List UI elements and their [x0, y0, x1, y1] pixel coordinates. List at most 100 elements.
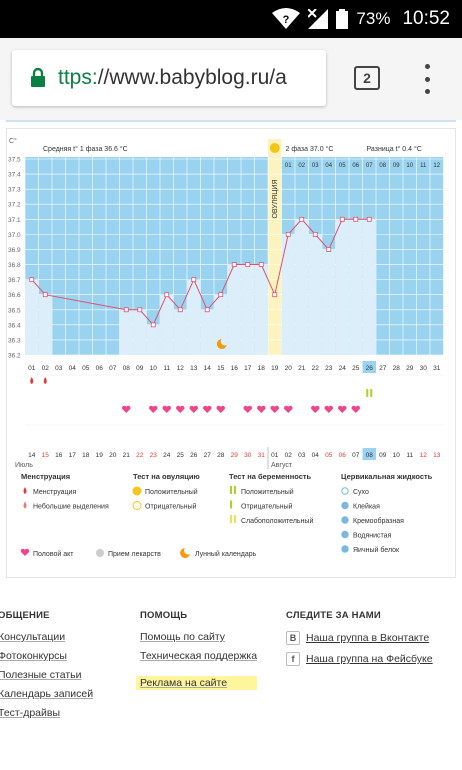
address-bar[interactable]: ttps://www.babyblog.ru/a	[12, 50, 326, 106]
temp-point	[339, 216, 345, 222]
cycle-day-label: 25	[352, 365, 360, 372]
heart-icon	[176, 405, 185, 413]
date-label: 23	[150, 452, 158, 459]
cycle-day-label: 12	[177, 365, 185, 372]
footer-link[interactable]: Тест-драйвы	[0, 707, 61, 719]
cycle-day-label: 03	[55, 365, 63, 372]
y-tick-label: 37.5	[8, 157, 21, 164]
temp-point	[137, 307, 143, 313]
heart-icon	[270, 405, 279, 413]
date-label: 09	[379, 452, 387, 459]
temp-point	[164, 292, 170, 298]
clock: 10:52	[402, 8, 450, 29]
cycle-day-label: 15	[217, 365, 225, 372]
cycle-day-label: 18	[258, 365, 266, 372]
temp-bar	[147, 324, 160, 355]
fluid-icon	[341, 501, 349, 510]
date-label: 18	[82, 452, 90, 459]
heart-icon	[338, 405, 347, 413]
heart-icon	[257, 405, 266, 413]
date-label: 29	[231, 452, 239, 459]
legend-item-label: Слабоположительный	[241, 517, 313, 525]
footer-col-social: СЛЕДИТЕ ЗА НАМИ B Наша группа в Вконтакте…	[286, 610, 433, 673]
temp-bar	[349, 219, 362, 355]
test-stick-icon	[230, 515, 232, 523]
footer-col-help: ПОМОЩЬ Помощь по сайту Техническая поддер…	[136, 610, 258, 697]
temp-point	[312, 231, 318, 237]
temp-bar	[201, 309, 214, 355]
date-label: 01	[271, 452, 279, 459]
y-tick-label: 37.0	[8, 232, 21, 239]
browser-toolbar: ttps://www.babyblog.ru/a 2	[0, 38, 462, 120]
y-tick-label: 36.6	[8, 292, 21, 299]
cycle-day-label: 31	[433, 365, 441, 372]
wifi-badge: ?	[283, 14, 290, 26]
battery-percent: 73%	[356, 9, 391, 28]
tab-switcher-button[interactable]: 2	[354, 66, 380, 90]
heart-icon	[203, 405, 212, 413]
y-tick-label: 36.5	[8, 307, 21, 314]
date-label: 26	[190, 452, 198, 459]
phase2-day-label: 06	[352, 163, 359, 169]
footer-link[interactable]: Полезные статьи	[0, 669, 82, 681]
footer-col-title: ОБЩЕНИЕ	[0, 610, 50, 621]
overflow-menu-icon[interactable]	[422, 64, 432, 94]
footer-link[interactable]: Техническая поддержка	[140, 650, 258, 662]
footer-link[interactable]: Консультации	[0, 631, 66, 643]
ovulation-column	[268, 139, 282, 355]
test-stick-icon	[230, 486, 232, 494]
phase2-day-label: 08	[379, 163, 386, 169]
social-link[interactable]: f Наша группа на Фейсбуке	[286, 652, 433, 666]
temp-point	[29, 277, 35, 283]
y-tick-label: 37.2	[8, 202, 21, 209]
bbt-chart-card: 37.5 37.4 37.3 37.2 37.1 37.0 36.9 36.8 36.7 36.6…	[6, 128, 456, 578]
date-label: 14	[28, 452, 36, 459]
y-axis-label: C°	[9, 137, 17, 145]
date-label: 13	[433, 452, 441, 459]
footer-link[interactable]: Реклама на сайте	[136, 676, 258, 690]
cycle-day-label: 20	[285, 365, 293, 372]
phase2-day-label: 04	[325, 163, 332, 169]
legend-item-label: Кремообразная	[353, 517, 404, 525]
fluid-icon	[341, 487, 349, 495]
date-label: 03	[298, 452, 306, 459]
social-link-label: Наша группа в Вконтакте	[306, 632, 430, 644]
date-label: 04	[312, 452, 320, 459]
date-label: 27	[204, 452, 212, 459]
legend-item-label: Яичный белок	[353, 546, 400, 554]
footer-link[interactable]: Помощь по сайту	[140, 631, 226, 643]
footer-col-title: СЛЕДИТЕ ЗА НАМИ	[286, 610, 381, 621]
fluid-icon	[341, 530, 349, 539]
temp-point	[177, 307, 183, 313]
legend-item-label: Небольшие выделения	[33, 503, 109, 511]
temp-point	[42, 292, 48, 298]
facebook-icon: f	[286, 652, 300, 666]
cycle-day-label: 04	[69, 365, 77, 372]
cycle-day-label: 26	[366, 365, 374, 372]
cycle-day-label: 19	[271, 365, 279, 372]
cycle-day-label: 11	[163, 365, 170, 372]
heart-icon	[20, 548, 30, 556]
y-tick-label: 37.1	[8, 217, 21, 224]
url-text[interactable]: ttps://www.babyblog.ru/a	[58, 66, 318, 90]
url-scheme: ttps:	[58, 66, 98, 89]
temp-point	[191, 277, 197, 283]
cycle-day-label: 22	[312, 365, 320, 372]
temp-point	[272, 292, 278, 298]
temp-bar	[363, 219, 376, 355]
menstruation-drop-icon	[43, 377, 47, 384]
moon-icon	[180, 548, 190, 558]
legend-item-label: Половой акт	[33, 550, 74, 558]
y-tick-label: 36.2	[8, 353, 21, 360]
legend-item-label: Клейкая	[353, 503, 380, 511]
pill-icon	[96, 549, 104, 557]
footer-link[interactable]: Календарь записей	[0, 688, 94, 700]
phase2-day-label: 07	[366, 163, 373, 169]
legend-item-label: Менструация	[33, 489, 76, 496]
footer-link[interactable]: Фотоконкурсы	[0, 650, 67, 662]
phase2-average-label: 2 фаза 37.0 °C	[286, 145, 334, 153]
phase2-day-label: 10	[406, 163, 413, 169]
y-tick-label: 36.9	[8, 247, 21, 254]
temp-point	[353, 216, 359, 222]
social-link[interactable]: B Наша группа в Вконтакте	[286, 631, 433, 645]
